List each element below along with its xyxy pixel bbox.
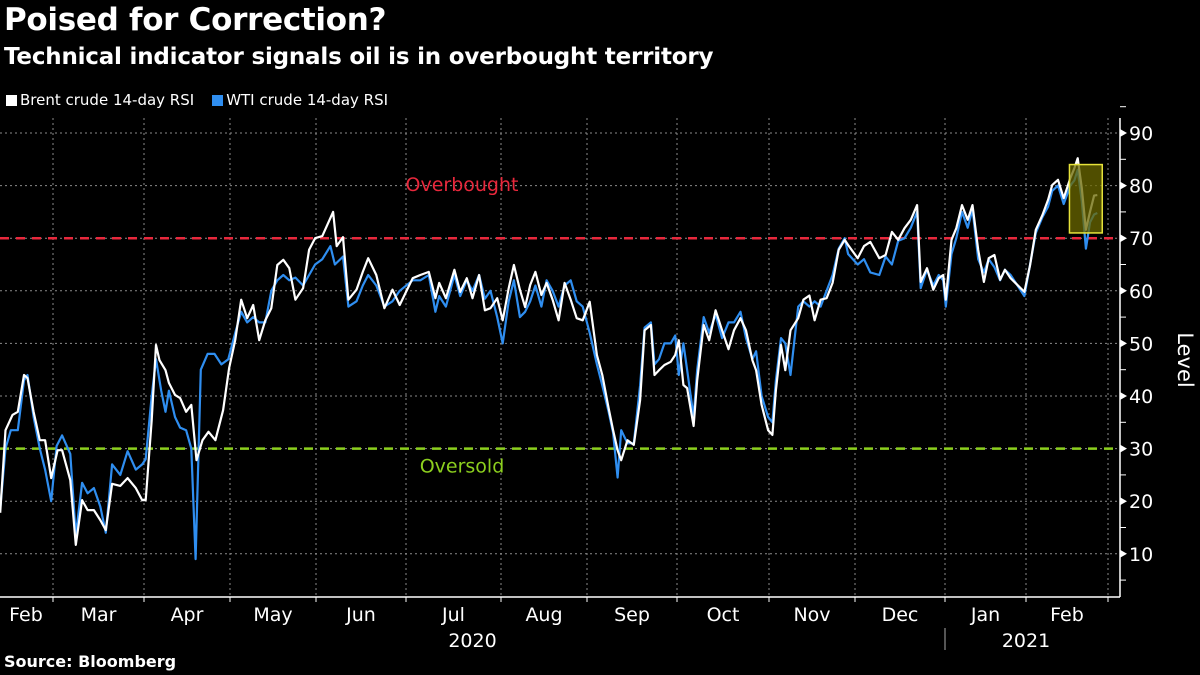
y-tick-mark (1120, 392, 1127, 400)
y-axis-title: Level (1173, 332, 1197, 387)
highlight-box (1068, 163, 1104, 234)
y-tick-mark (1120, 234, 1127, 243)
chart-subtitle: Technical indicator signals oil is in ov… (4, 44, 714, 70)
y-tick-label: 70 (1129, 228, 1153, 250)
y-tick-mark (1120, 444, 1127, 453)
highlight-layer (1068, 163, 1104, 234)
x-tick-label: Jun (345, 604, 376, 626)
y-tick-label: 90 (1129, 123, 1153, 145)
y-tick-label: 60 (1129, 281, 1153, 303)
x-year-label: 2020 (448, 630, 496, 652)
reference-label-oversold: Oversold (420, 456, 505, 478)
reference-lines: Overbought Oversold (0, 174, 1120, 478)
y-tick-mark (1120, 497, 1127, 506)
axes: 10 20 30 40 50 60 70 80 90 Feb Mar Apr May Jun Jul Aug S… (0, 106, 1153, 652)
legend-item-brent: Brent crude 14-day RSI (6, 91, 194, 109)
y-tick-mark (1120, 549, 1127, 558)
x-tick-label: Mar (81, 604, 117, 626)
y-tick-label: 40 (1129, 386, 1153, 408)
series-line-brent (0, 157, 1098, 546)
legend-label-brent: Brent crude 14-day RSI (20, 91, 195, 109)
x-tick-label: May (253, 604, 292, 626)
x-tick-label: Feb (1050, 604, 1084, 626)
chart-title: Poised for Correction? (4, 2, 387, 38)
x-tick-label: Feb (9, 604, 43, 626)
legend-label-wti: WTI crude 14-day RSI (226, 91, 389, 109)
x-tick-label: Nov (793, 604, 830, 626)
x-tick-label: Apr (171, 604, 204, 626)
x-tick-label: Sep (614, 604, 650, 626)
x-tick-label: Oct (707, 604, 740, 626)
y-tick-label: 10 (1129, 544, 1153, 566)
legend-item-wti: WTI crude 14-day RSI (212, 91, 388, 109)
legend: Brent crude 14-day RSI WTI crude 14-day … (6, 91, 388, 109)
x-tick-label: Aug (525, 604, 562, 626)
y-tick-label: 30 (1129, 439, 1153, 461)
x-tick-label: Dec (882, 604, 919, 626)
grid (0, 118, 1120, 597)
reference-label-overbought: Overbought (406, 174, 519, 196)
source-note: Source: Bloomberg (4, 652, 177, 671)
series-lines (0, 157, 1098, 561)
y-tick-label: 20 (1129, 491, 1153, 513)
y-tick-mark (1120, 339, 1127, 348)
y-tick-label: 50 (1129, 333, 1153, 355)
y-tick-mark (1120, 286, 1127, 295)
y-tick-mark (1120, 129, 1127, 137)
y-tick-label: 80 (1129, 176, 1153, 198)
x-tick-label: Jul (441, 604, 465, 626)
legend-swatch-wti (212, 94, 224, 106)
legend-swatch-brent (6, 94, 17, 106)
series-line-wti (0, 168, 1098, 561)
x-year-label: 2021 (1002, 630, 1050, 652)
x-tick-label: Jan (970, 604, 1000, 626)
y-tick-mark (1120, 181, 1127, 190)
